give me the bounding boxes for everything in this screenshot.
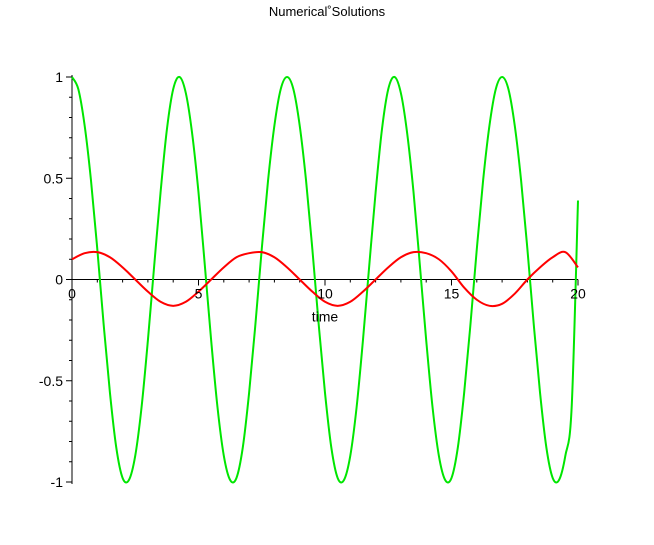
- y-tick-label: -0.5: [39, 373, 63, 389]
- series-line-1: [71, 75, 579, 484]
- x-axis-label: time: [312, 309, 339, 325]
- y-tick-label: 0: [55, 272, 63, 288]
- axis-labels: 1 0.5 0 -0.5 -1 0 5 10 15 20 time: [39, 69, 586, 490]
- x-tick-label: 10: [317, 286, 333, 302]
- series-layer: [71, 75, 579, 484]
- y-tick-label: 0.5: [44, 170, 64, 186]
- y-tick-label: 1: [55, 69, 63, 85]
- chart-title: Numerical˚Solutions: [268, 4, 386, 19]
- x-tick-label: 20: [570, 286, 586, 302]
- x-tick-label: 15: [444, 286, 460, 302]
- x-tick-label: 5: [195, 286, 203, 302]
- x-tick-label: 0: [68, 286, 76, 302]
- y-tick-label: -1: [51, 474, 64, 490]
- axes: [66, 75, 579, 484]
- series-line-2: [71, 250, 579, 308]
